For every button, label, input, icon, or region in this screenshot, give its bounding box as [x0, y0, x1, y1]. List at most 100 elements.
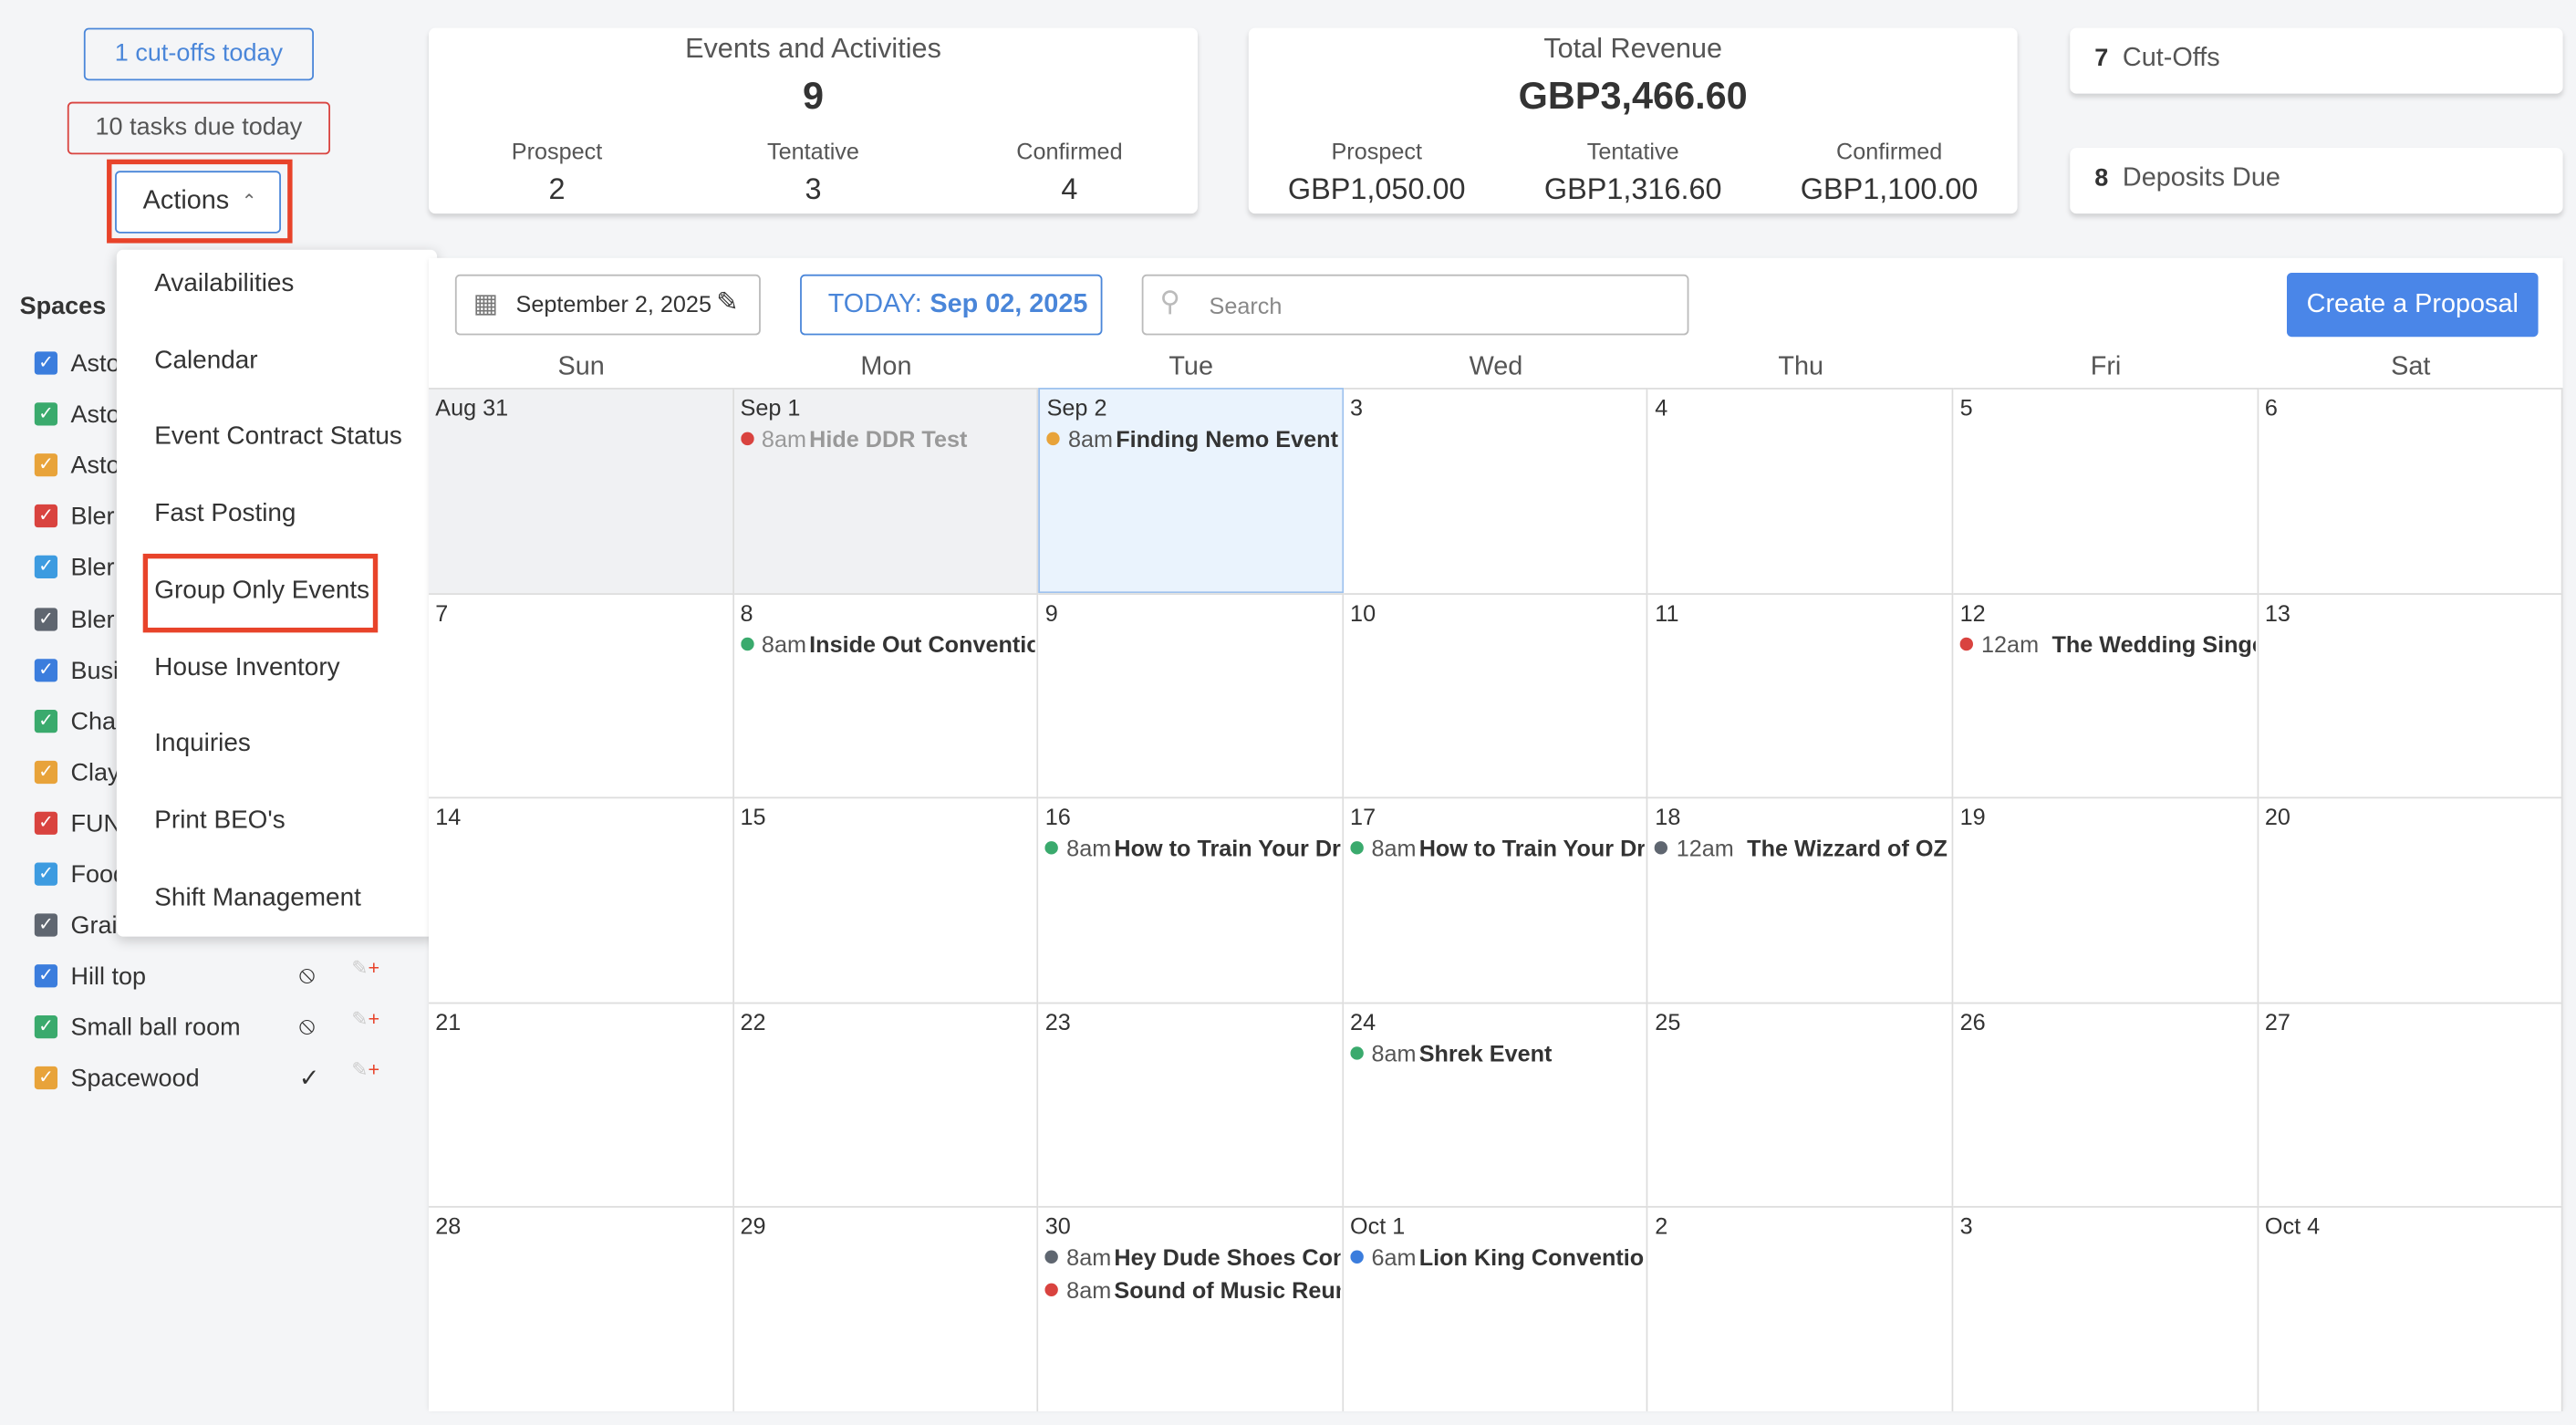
event nw[interactable]: 8amSound of Music Reunio — [1044, 1274, 1340, 1304]
event nw[interactable]: 8am Hide DDR Test — [740, 424, 1035, 453]
create-proposal-button[interactable]: Create a Proposal — [2286, 272, 2539, 338]
day-cell[interactable]: 11 — [1648, 592, 1954, 797]
tool-icon[interactable]: ✎+ — [351, 1007, 380, 1031]
menu-item[interactable]: House Inventory — [154, 652, 340, 681]
day-cell[interactable]: Sep 1 8am Hide DDR Test — [733, 388, 1039, 593]
day-cell[interactable]: Aug 31 — [429, 388, 734, 593]
menu-item[interactable]: Calendar — [154, 346, 258, 375]
day-cell[interactable]: 12 12am The Wedding Singer — [1953, 592, 2259, 797]
day-cell[interactable]: 3 — [1953, 1205, 2259, 1411]
checkbox[interactable]: ✓ — [34, 556, 58, 579]
event nw[interactable]: 12am The Wedding Singer — [1959, 629, 2255, 658]
menu-item[interactable]: Inquiries — [154, 729, 251, 758]
status-icon[interactable]: ⦸ — [298, 961, 316, 990]
cutoffs-button[interactable]: 1 cut-offs today — [83, 27, 314, 81]
space-name[interactable]: Clay — [70, 758, 120, 787]
space-name[interactable]: Asto — [70, 349, 120, 379]
day-cell[interactable]: 6 — [2258, 388, 2563, 593]
space-name[interactable]: Busi — [70, 656, 119, 685]
search-box[interactable]: ⚲ Search — [1141, 274, 1689, 336]
checkbox[interactable]: ✓ — [34, 1015, 58, 1039]
day-cell[interactable]: 7 — [429, 592, 734, 797]
event nw[interactable]: 8amHey Dude Shoes Conve — [1044, 1243, 1340, 1272]
space-name[interactable]: Hill top — [70, 962, 147, 992]
space-name[interactable]: Cha — [70, 707, 117, 736]
checkbox[interactable]: ✓ — [34, 709, 58, 733]
day-cell[interactable]: 22 — [733, 1001, 1039, 1206]
day-cell[interactable]: 13 — [2258, 592, 2563, 797]
day-number: 12 — [1959, 598, 1986, 626]
day-cell[interactable]: 19 — [1953, 796, 2259, 1002]
day-cell[interactable]: 26 — [1953, 1001, 2259, 1206]
day-cell[interactable]: 5 — [1953, 388, 2259, 593]
status-icon[interactable]: ✓ — [298, 1065, 320, 1094]
event nw[interactable]: 8amHow to Train Your Drag — [1044, 833, 1340, 862]
space-name[interactable]: Spacewood — [70, 1065, 200, 1094]
space-name[interactable]: Bler — [70, 554, 115, 583]
day-cell[interactable]: 8 8am Inside Out Convention — [733, 592, 1039, 797]
day-cell[interactable]: Oct 1 6am Lion King Convention — [1343, 1205, 1649, 1411]
menu-item[interactable]: Availabilities — [154, 269, 295, 297]
checkbox[interactable]: ✓ — [34, 351, 58, 375]
checkbox[interactable]: ✓ — [34, 760, 58, 784]
space-name[interactable]: Small ball room — [70, 1014, 241, 1043]
event nw[interactable]: 8am Inside Out Convention — [740, 629, 1035, 658]
menu-item[interactable]: Event Contract Status — [154, 422, 402, 452]
space-name[interactable]: Asto — [70, 452, 120, 481]
menu-item[interactable]: Fast Posting — [154, 499, 296, 528]
event nw[interactable]: 8am Shrek Event — [1350, 1037, 1645, 1066]
day-cell[interactable]: 9 — [1038, 592, 1344, 797]
space-name[interactable]: Asto — [70, 400, 120, 430]
space-name[interactable]: FUN — [70, 809, 121, 838]
space-name[interactable]: Grai — [70, 911, 118, 941]
day-cell[interactable]: 28 — [429, 1205, 734, 1411]
checkbox[interactable]: ✓ — [34, 504, 58, 528]
tool-icon[interactable]: ✎+ — [351, 1058, 380, 1082]
day-cell[interactable]: 27 — [2258, 1001, 2563, 1206]
side-card[interactable]: 8 Deposits Due — [2070, 148, 2563, 214]
day-cell[interactable]: 23 — [1038, 1001, 1344, 1206]
checkbox[interactable]: ✓ — [34, 811, 58, 835]
menu-item[interactable]: Print BEO's — [154, 806, 286, 835]
today-button[interactable]: TODAY: Sep 02, 2025 — [800, 274, 1103, 336]
event nw[interactable]: 8amHow to Train Your Drag — [1350, 833, 1646, 862]
checkbox[interactable]: ✓ — [34, 607, 58, 630]
checkbox[interactable]: ✓ — [34, 964, 58, 988]
checkbox[interactable]: ✓ — [34, 862, 58, 886]
checkbox[interactable]: ✓ — [34, 453, 58, 477]
checkbox[interactable]: ✓ — [34, 913, 58, 937]
checkbox[interactable]: ✓ — [34, 658, 58, 681]
day-cell[interactable]: 3 — [1343, 388, 1649, 593]
day-cell[interactable]: 29 — [733, 1205, 1039, 1411]
checkbox[interactable]: ✓ — [34, 402, 58, 426]
event nw[interactable]: 6am Lion King Convention — [1350, 1243, 1646, 1272]
event nw[interactable]: 12am The Wizzard of OZ Co — [1655, 833, 1950, 862]
day-cell[interactable]: 24 8am Shrek Event — [1343, 1001, 1649, 1206]
day-cell[interactable]: 20 — [2258, 796, 2563, 1002]
checkbox[interactable]: ✓ — [34, 1066, 58, 1090]
day-cell[interactable]: 2 — [1648, 1205, 1954, 1411]
actions-button[interactable]: Actions ⌃ — [115, 171, 281, 234]
status-icon[interactable]: ⦸ — [298, 1012, 316, 1041]
tasks-button[interactable]: 10 tasks due today — [67, 101, 331, 155]
menu-item[interactable]: Group Only Events — [154, 576, 370, 605]
space-name[interactable]: Bler — [70, 503, 115, 532]
day-cell[interactable]: 15 — [733, 796, 1039, 1002]
side-card[interactable]: 7 Cut-Offs — [2070, 27, 2563, 94]
day-cell[interactable]: Sep 2 8am Finding Nemo Event — [1038, 388, 1344, 593]
day-cell[interactable]: Oct 4 — [2258, 1205, 2563, 1411]
day-cell[interactable]: 14 — [429, 796, 734, 1002]
tool-icon[interactable]: ✎+ — [351, 956, 380, 980]
day-cell[interactable]: 18 12am The Wizzard of OZ Co — [1648, 796, 1954, 1002]
date-picker[interactable]: ▦ September 2, 2025 ✎ — [454, 274, 761, 336]
day-cell[interactable]: 25 — [1648, 1001, 1954, 1206]
day-cell[interactable]: 21 — [429, 1001, 734, 1206]
event nw[interactable]: 8am Finding Nemo Event — [1046, 424, 1342, 453]
menu-item[interactable]: Shift Management — [154, 883, 361, 911]
day-cell[interactable]: 10 — [1343, 592, 1649, 797]
day-cell[interactable]: 4 — [1648, 388, 1954, 593]
space-name[interactable]: Bler — [70, 605, 115, 634]
